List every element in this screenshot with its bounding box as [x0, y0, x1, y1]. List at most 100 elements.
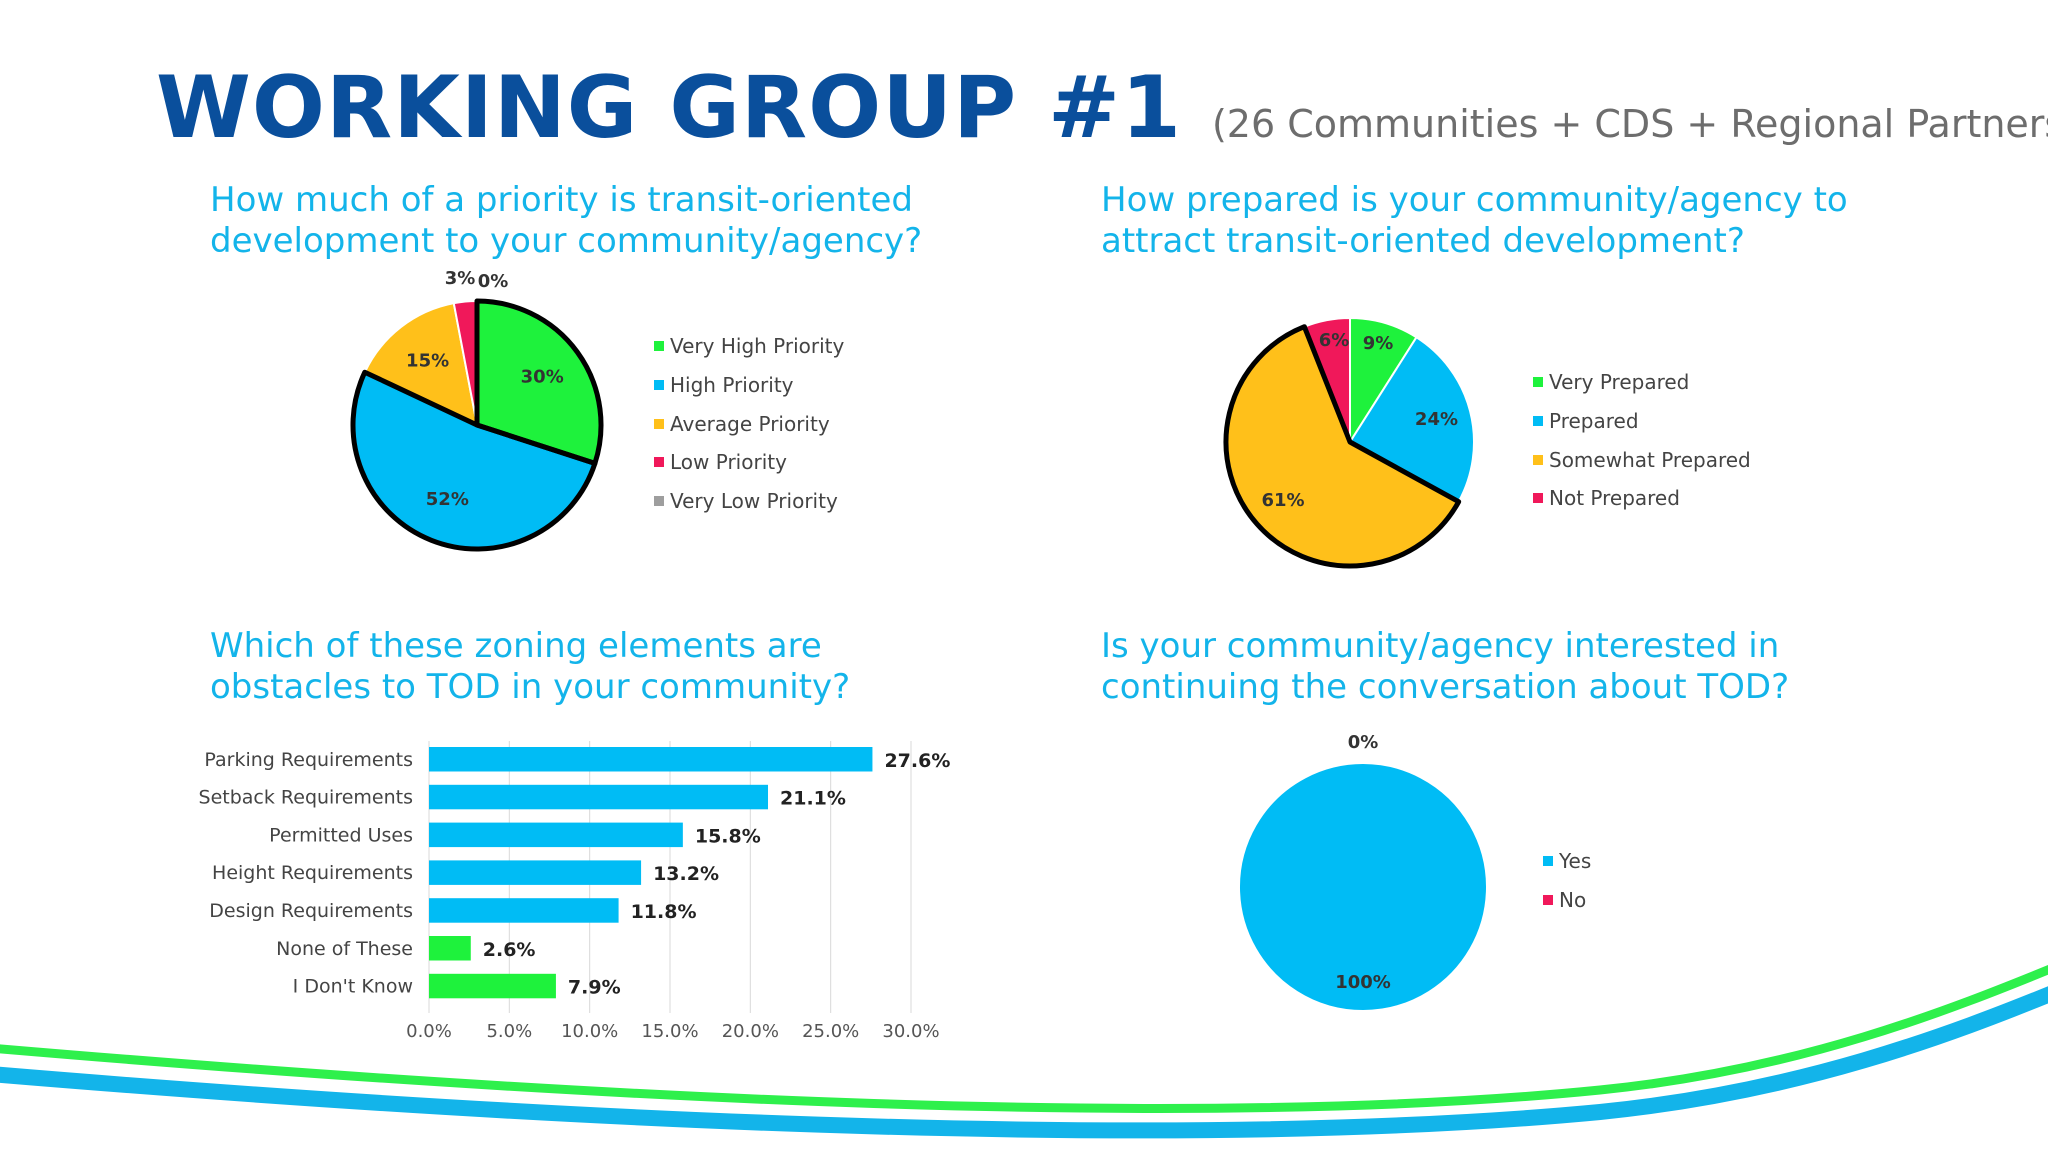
- legend-label: Very Low Priority: [670, 489, 838, 514]
- pie-label-not-prepared: 6%: [1319, 330, 1350, 351]
- legend-swatch: [1543, 895, 1553, 906]
- category-label-none-of-these: None of These: [276, 938, 413, 960]
- pie-label-somewhat-prepared: 61%: [1261, 490, 1304, 511]
- pie-label-very-low-priority: 0%: [478, 271, 509, 292]
- legend-label: High Priority: [670, 373, 794, 398]
- legend-item-somewhat-prepared: Somewhat Prepared: [1533, 440, 1751, 479]
- x-tick-label: 15.0%: [641, 1021, 698, 1042]
- priority-legend: Very High Priority High Priority Average P…: [654, 327, 844, 520]
- legend-swatch: [654, 457, 664, 468]
- category-label-height-requirements: Height Requirements: [212, 862, 413, 884]
- legend-swatch: [654, 341, 664, 352]
- pie-label-no: 0%: [1348, 732, 1379, 753]
- pie-label-very-prepared: 9%: [1363, 333, 1394, 354]
- bar-value-label-parking-requirements: 27.6%: [884, 750, 950, 772]
- category-label-permitted-uses: Permitted Uses: [269, 824, 413, 846]
- legend-item-very-prepared: Very Prepared: [1533, 363, 1751, 402]
- category-label-setback-requirements: Setback Requirements: [199, 787, 413, 809]
- x-tick-label: 5.0%: [486, 1021, 532, 1042]
- pie-slice-outline-somewhat-prepared: [1223, 324, 1462, 569]
- legend-label: Very Prepared: [1549, 370, 1690, 395]
- question-continue-line-2: continuing the conversation about TOD?: [1101, 667, 1790, 707]
- bar-parking-requirements: [429, 747, 873, 772]
- pie-label-average-priority: 15%: [406, 350, 449, 371]
- zoning-bar-chart: 0.0% 5.0% 10.0% 15.0% 20.0% 25.0% 30.0% Parking…: [199, 741, 950, 1042]
- prepared-pie-chart: 9% 24% 61% 6%: [1223, 316, 1475, 569]
- question-priority-line-2: development to your community/agency?: [210, 221, 923, 261]
- legend-swatch: [1543, 856, 1553, 867]
- pie-label-low-priority: 3%: [445, 268, 476, 289]
- question-prepared: How prepared is your community/agency to…: [1101, 180, 1848, 262]
- question-zoning: Which of these zoning elements are obsta…: [210, 626, 850, 708]
- continue-pie-chart: 100% 0%: [1237, 732, 1488, 1012]
- legend-label: Yes: [1559, 849, 1592, 874]
- legend-item-not-prepared: Not Prepared: [1533, 479, 1751, 518]
- legend-label: Very High Priority: [670, 334, 845, 359]
- bar-value-label-design-requirements: 11.8%: [631, 901, 697, 923]
- legend-label: Average Priority: [670, 411, 830, 436]
- title-row: WORKING GROUP #1 (26 Communities + CDS +…: [156, 58, 2048, 158]
- legend-swatch: [1533, 454, 1543, 465]
- bar-permitted-uses: [429, 822, 683, 848]
- legend-label: Low Priority: [670, 450, 787, 475]
- bar-value-label-height-requirements: 13.2%: [653, 863, 719, 885]
- pie-slice-average-priority: [363, 302, 479, 427]
- question-continue-line-1: Is your community/agency interested in: [1101, 626, 1780, 666]
- legend-item-prepared: Prepared: [1533, 402, 1751, 441]
- pie-label-high-priority: 52%: [426, 489, 469, 510]
- category-label-design-requirements: Design Requirements: [209, 900, 413, 922]
- legend-swatch: [1533, 377, 1543, 388]
- category-label-i-don-t-know: I Don't Know: [293, 976, 413, 998]
- bar-height-requirements: [429, 860, 642, 885]
- question-priority-line-1: How much of a priority is transit-orient…: [210, 180, 913, 220]
- bar-value-label-none-of-these: 2.6%: [483, 939, 536, 961]
- bar-value-label-setback-requirements: 21.1%: [780, 788, 846, 810]
- legend-swatch: [1533, 493, 1543, 504]
- priority-pie-chart: 30% 52% 15% 3% 0%: [350, 268, 604, 552]
- legend-label: Somewhat Prepared: [1549, 447, 1751, 472]
- legend-label: No: [1559, 888, 1587, 913]
- bar-setback-requirements: [429, 784, 769, 810]
- pie-label-yes: 100%: [1335, 972, 1391, 993]
- pie-slice-outline-high-priority: [350, 369, 598, 552]
- continue-legend: Yes No: [1543, 842, 1591, 919]
- question-zoning-line-1: Which of these zoning elements are: [210, 626, 822, 666]
- legend-swatch: [654, 418, 664, 429]
- question-continue: Is your community/agency interested in c…: [1101, 626, 1789, 708]
- x-tick-label: 0.0%: [406, 1021, 452, 1042]
- bar-design-requirements: [429, 898, 619, 923]
- category-label-parking-requirements: Parking Requirements: [204, 749, 413, 771]
- legend-item-high-priority: High Priority: [654, 366, 844, 405]
- swoosh-green: [0, 965, 2048, 1113]
- legend-item-yes: Yes: [1543, 842, 1591, 881]
- swoosh-blue: [0, 986, 2048, 1139]
- pie-label-very-high-priority: 30%: [521, 367, 564, 388]
- legend-swatch: [1533, 416, 1543, 427]
- question-zoning-line-2: obstacles to TOD in your community?: [210, 667, 851, 707]
- page-title: WORKING GROUP #1: [156, 58, 1182, 158]
- pie-slice-outline-very-high-priority: [474, 298, 604, 466]
- bar-value-label-permitted-uses: 15.8%: [695, 825, 761, 847]
- legend-item-average-priority: Average Priority: [654, 404, 844, 443]
- legend-item-very-high-priority: Very High Priority: [654, 327, 844, 366]
- x-tick-label: 25.0%: [802, 1021, 859, 1042]
- legend-label: Not Prepared: [1549, 486, 1680, 511]
- pie-label-prepared: 24%: [1415, 409, 1458, 430]
- legend-item-low-priority: Low Priority: [654, 443, 844, 482]
- bar-value-label-i-don-t-know: 7.9%: [568, 977, 621, 999]
- question-prepared-line-2: attract transit-oriented development?: [1101, 221, 1745, 261]
- x-tick-label: 20.0%: [722, 1021, 779, 1042]
- legend-item-very-low-priority: Very Low Priority: [654, 482, 844, 521]
- legend-label: Prepared: [1549, 409, 1639, 434]
- prepared-legend: Very Prepared Prepared Somewhat Prepared No…: [1533, 363, 1751, 518]
- bar-none-of-these: [429, 936, 471, 961]
- question-priority: How much of a priority is transit-orient…: [210, 180, 922, 262]
- question-prepared-line-1: How prepared is your community/agency to: [1101, 180, 1848, 220]
- x-tick-label: 30.0%: [882, 1021, 939, 1042]
- pie-slice-prepared: [1348, 335, 1475, 504]
- legend-item-no: No: [1543, 881, 1591, 920]
- pie-slice-yes: [1237, 762, 1488, 1012]
- legend-swatch: [654, 496, 664, 507]
- x-tick-label: 10.0%: [561, 1021, 618, 1042]
